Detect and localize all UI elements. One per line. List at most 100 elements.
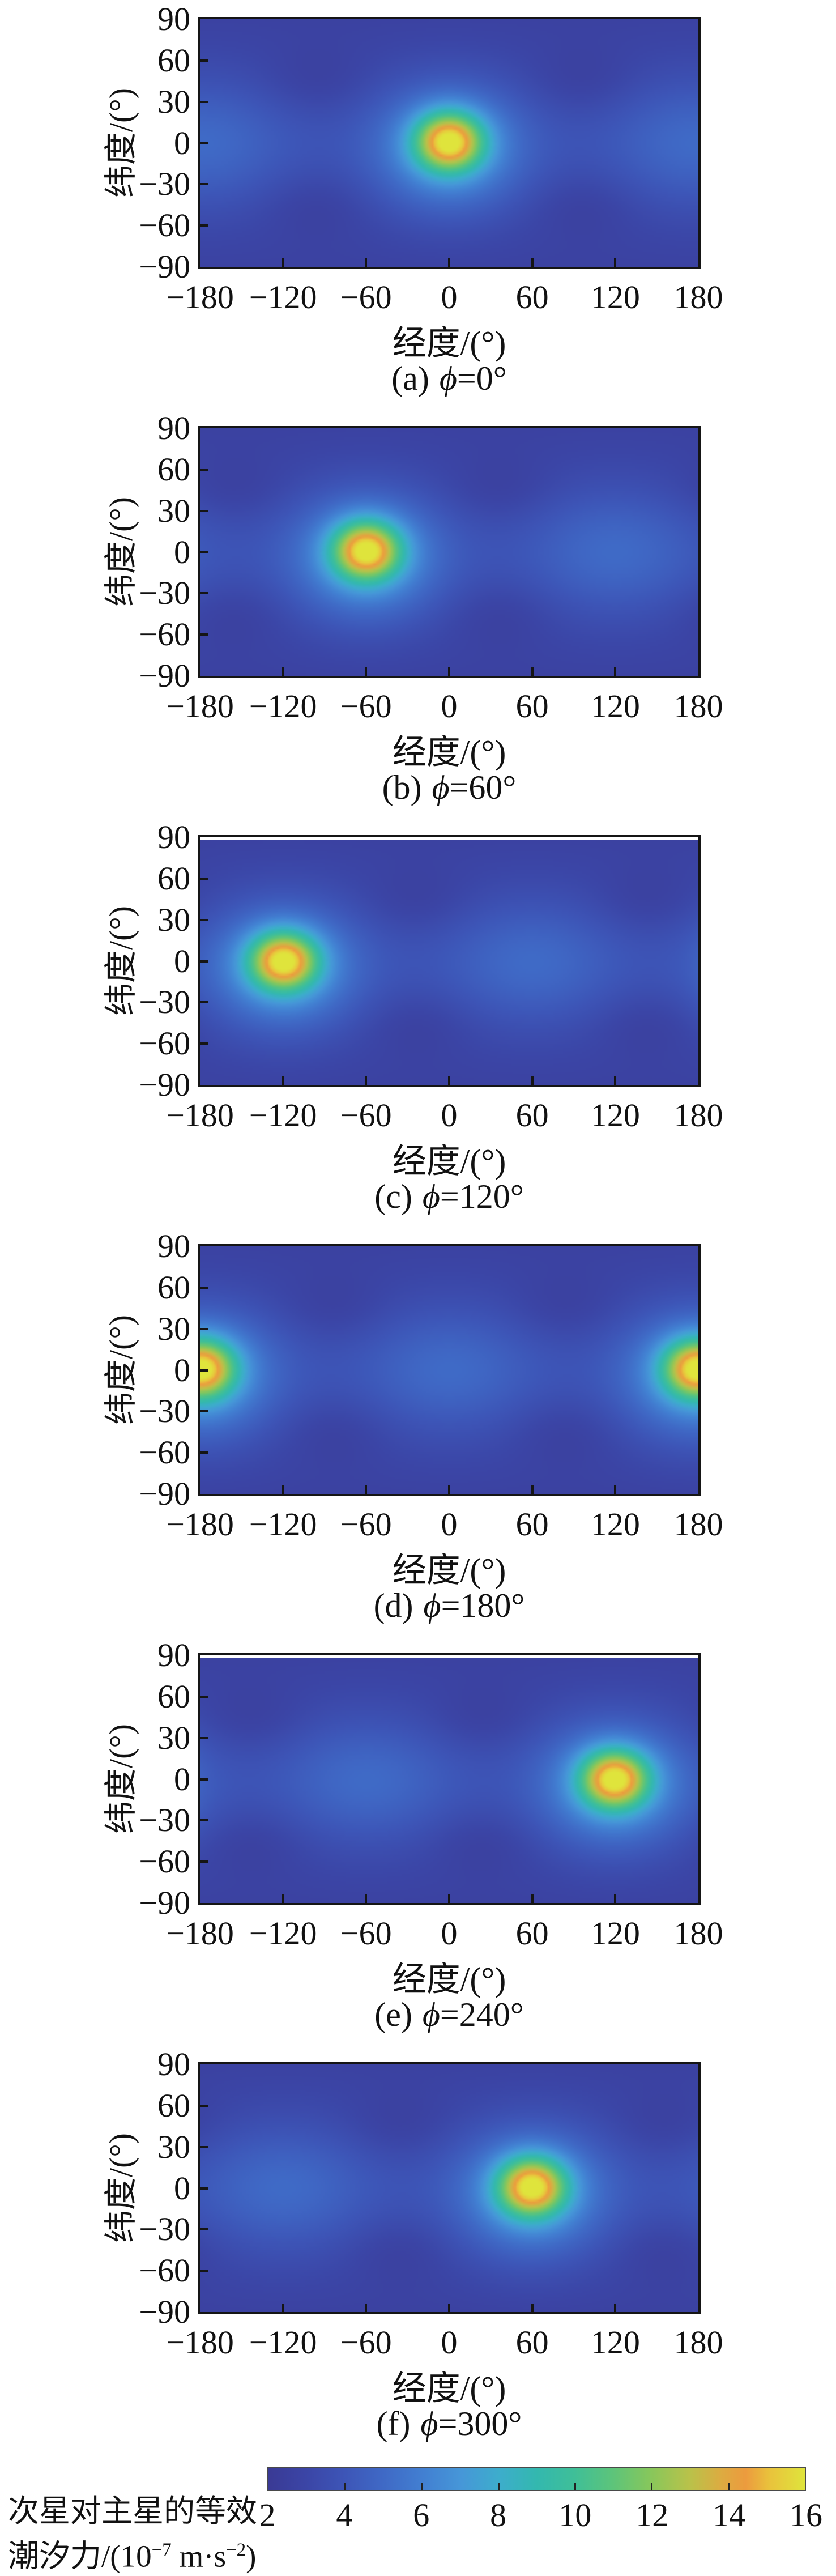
y-tick-label: 30 bbox=[157, 2128, 190, 2165]
caption-phase-value: =300° bbox=[438, 2405, 522, 2442]
x-tick-label: −180 bbox=[166, 1097, 234, 1134]
colorbar-tick-label: 12 bbox=[635, 2497, 669, 2534]
y-tick-label: 0 bbox=[174, 2169, 190, 2207]
y-axis-tickmark bbox=[200, 1778, 208, 1781]
x-axis-tickmark bbox=[365, 1894, 368, 1903]
x-axis-tickmark bbox=[531, 258, 534, 267]
x-axis-tickmark bbox=[614, 2304, 617, 2312]
x-axis-tickmark bbox=[531, 667, 534, 676]
x-axis-tickmark bbox=[448, 2304, 450, 2312]
colorbar-tickmark bbox=[574, 2483, 577, 2490]
x-tick-label: 120 bbox=[590, 1915, 640, 1952]
x-axis-tickmark bbox=[614, 667, 617, 676]
x-axis-label: 经度/(°) bbox=[392, 325, 506, 362]
y-tick-label: −30 bbox=[139, 1802, 190, 1839]
x-axis-tickmark bbox=[448, 667, 450, 676]
x-axis-tickmark bbox=[365, 2304, 368, 2312]
colorbar-tick-label: 2 bbox=[259, 2497, 276, 2534]
y-tick-label: 0 bbox=[174, 124, 190, 161]
y-tick-label: 30 bbox=[157, 83, 190, 120]
x-tick-label: 120 bbox=[590, 2324, 640, 2361]
x-axis-tickmark bbox=[365, 1076, 368, 1085]
y-axis-tickmark bbox=[200, 2145, 208, 2148]
x-axis-tickmark bbox=[365, 258, 368, 267]
y-tick-label: −60 bbox=[139, 2252, 190, 2289]
y-tick-label: 90 bbox=[157, 1228, 190, 1264]
panel-caption: (b) ϕ=60° bbox=[198, 770, 701, 805]
colorbar-unit-pre: 潮汐力/(10 bbox=[8, 2539, 152, 2574]
y-tick-label: −30 bbox=[139, 165, 190, 203]
y-axis-tickmark bbox=[200, 2104, 208, 2107]
x-tick-label: 120 bbox=[590, 1097, 640, 1134]
heatmap-canvas bbox=[200, 19, 698, 267]
x-tick-label: −180 bbox=[166, 688, 234, 725]
x-tick-label: −180 bbox=[166, 2324, 234, 2361]
colorbar-label-line2: 潮汐力/(10−7 m·s−2) bbox=[8, 2531, 257, 2575]
plot-area bbox=[198, 1653, 701, 1905]
y-tick-label: 90 bbox=[157, 2046, 190, 2083]
heatmap-canvas bbox=[200, 1246, 698, 1494]
y-tick-label: 0 bbox=[174, 533, 190, 570]
x-tick-label: −180 bbox=[166, 1915, 234, 1952]
y-axis-tickmark bbox=[200, 960, 208, 963]
y-axis-tickmark bbox=[200, 1327, 208, 1330]
colorbar-unit-mid: m·s bbox=[171, 2539, 226, 2574]
colorbar-tickmark bbox=[727, 2483, 730, 2490]
x-tick-label: 0 bbox=[441, 1915, 458, 1952]
x-tick-label: −60 bbox=[340, 1506, 392, 1543]
caption-phase-value: =240° bbox=[440, 1996, 524, 2033]
y-axis-tickmark bbox=[200, 509, 208, 512]
colorbar-tickmark bbox=[497, 2483, 500, 2490]
x-tick-label: 60 bbox=[515, 1506, 549, 1543]
y-tick-label: 0 bbox=[174, 1351, 190, 1389]
colorbar-label-line1: 次星对主星的等效 bbox=[8, 2494, 258, 2528]
y-tick-label: −90 bbox=[139, 1475, 190, 1512]
x-tick-label: −120 bbox=[249, 1915, 317, 1952]
plot-area bbox=[198, 426, 701, 678]
y-axis-tickmark bbox=[200, 1819, 208, 1822]
caption-index: (b) bbox=[382, 769, 422, 806]
plot-area bbox=[198, 1244, 701, 1496]
x-tick-label: 120 bbox=[590, 1506, 640, 1543]
x-tick-label: −60 bbox=[340, 279, 392, 316]
x-axis-tickmark bbox=[281, 667, 284, 676]
y-tick-label: 60 bbox=[157, 2087, 190, 2124]
x-tick-label: −60 bbox=[340, 2324, 392, 2361]
x-axis-tickmark bbox=[614, 1485, 617, 1494]
caption-phase-value: =0° bbox=[457, 360, 507, 397]
phi-symbol: ϕ bbox=[422, 1996, 440, 2033]
colorbar-tickmark bbox=[651, 2483, 653, 2490]
y-axis-tickmark bbox=[200, 551, 208, 553]
panel-caption: (e) ϕ=240° bbox=[198, 1997, 701, 2032]
heatmap-canvas bbox=[200, 840, 698, 1085]
x-axis-label: 经度/(°) bbox=[392, 2370, 506, 2407]
panel-caption: (d) ϕ=180° bbox=[198, 1588, 701, 1623]
y-axis-tickmark bbox=[200, 592, 208, 595]
colorbar-tick-label: 6 bbox=[413, 2497, 430, 2534]
x-tick-label: −60 bbox=[340, 1097, 392, 1134]
heatmap-canvas bbox=[200, 2064, 698, 2312]
y-tick-label: 30 bbox=[157, 1310, 190, 1347]
x-tick-label: 180 bbox=[673, 2324, 723, 2361]
colorbar-unit-post: ) bbox=[246, 2539, 257, 2574]
y-axis-tickmark bbox=[200, 918, 208, 921]
x-axis-tickmark bbox=[531, 1076, 534, 1085]
caption-index: (f) bbox=[376, 2405, 411, 2442]
x-tick-label: 120 bbox=[590, 688, 640, 725]
y-tick-label: −90 bbox=[139, 657, 190, 694]
y-tick-label: 90 bbox=[157, 410, 190, 446]
x-tick-label: 180 bbox=[673, 1506, 723, 1543]
x-tick-label: 0 bbox=[441, 1506, 458, 1543]
y-tick-label: −60 bbox=[139, 207, 190, 244]
y-tick-label: 60 bbox=[157, 41, 190, 79]
heatmap-canvas bbox=[200, 428, 698, 676]
x-axis-label: 经度/(°) bbox=[392, 1143, 506, 1180]
y-axis-tickmark bbox=[200, 1286, 208, 1289]
x-tick-label: −120 bbox=[249, 1506, 317, 1543]
y-axis-tickmark bbox=[200, 2187, 208, 2190]
x-axis-tickmark bbox=[531, 1894, 534, 1903]
heatmap-panel-a: 纬度/(°) 经度/(°) (a) ϕ=0° −180 −120 −60 0 60 120 1… bbox=[0, 0, 836, 409]
colorbar-label: 次星对主星的等效 潮汐力/(10−7 m·s−2) bbox=[8, 2492, 257, 2575]
x-tick-label: 180 bbox=[673, 688, 723, 725]
y-tick-label: −90 bbox=[139, 2293, 190, 2330]
